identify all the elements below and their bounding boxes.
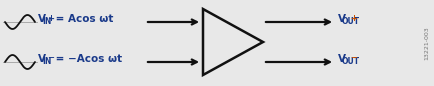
Text: −: −	[350, 53, 357, 63]
Text: V: V	[337, 54, 345, 64]
Text: = −Acos ωt: = −Acos ωt	[51, 54, 122, 64]
Text: V: V	[38, 14, 46, 24]
Text: +: +	[47, 14, 55, 23]
Text: 13221-003: 13221-003	[424, 26, 428, 60]
Text: IN: IN	[42, 17, 51, 26]
Text: OUT: OUT	[341, 57, 359, 66]
Text: V: V	[337, 14, 345, 24]
Text: IN: IN	[42, 57, 51, 66]
Text: −: −	[47, 53, 55, 63]
Text: +: +	[350, 14, 357, 23]
Text: V: V	[38, 54, 46, 64]
Text: = Acos ωt: = Acos ωt	[51, 14, 113, 24]
Text: OUT: OUT	[341, 17, 359, 26]
